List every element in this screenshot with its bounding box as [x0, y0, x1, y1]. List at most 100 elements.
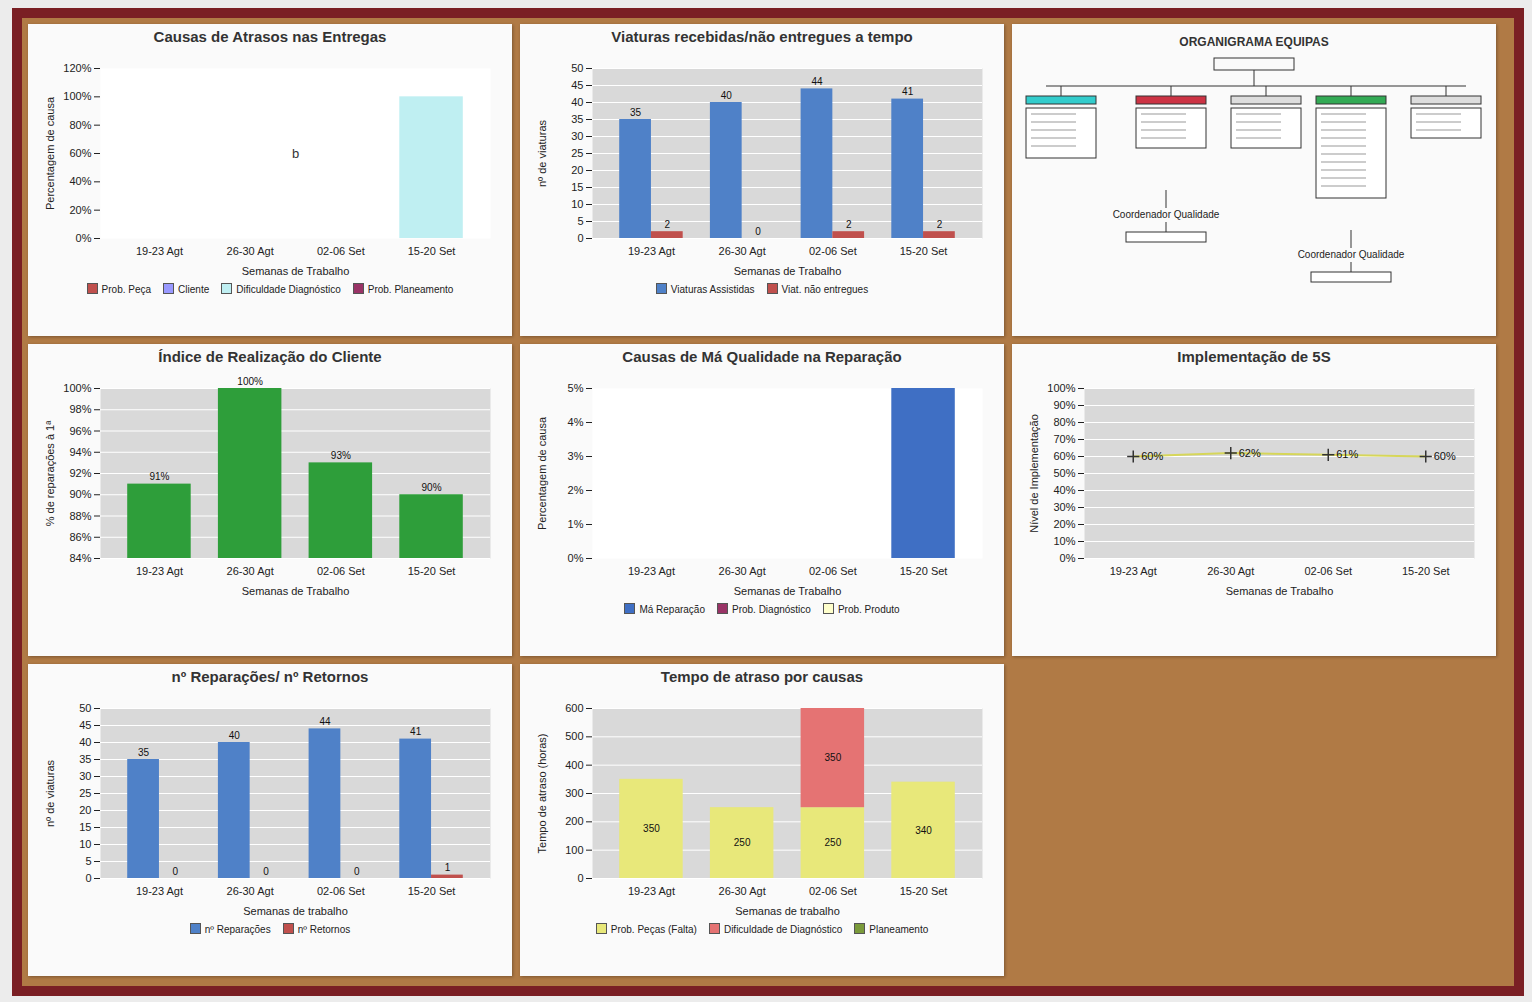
svg-text:5: 5 [85, 855, 91, 867]
svg-text:26-30 Agt: 26-30 Agt [227, 565, 274, 577]
svg-text:1%: 1% [568, 518, 584, 530]
svg-text:84%: 84% [69, 552, 91, 564]
svg-text:26-30 Agt: 26-30 Agt [1207, 565, 1254, 577]
svg-text:60%: 60% [1053, 450, 1075, 462]
svg-text:0: 0 [263, 866, 269, 877]
svg-text:50: 50 [571, 62, 583, 74]
svg-text:Semanas de Trabalho: Semanas de Trabalho [1226, 585, 1334, 597]
svg-text:60%: 60% [1141, 450, 1163, 462]
svg-text:15-20 Set: 15-20 Set [900, 245, 948, 257]
svg-text:35: 35 [79, 753, 91, 765]
svg-text:88%: 88% [69, 510, 91, 522]
svg-text:19-23 Agt: 19-23 Agt [628, 885, 675, 897]
svg-text:15-20 Set: 15-20 Set [1402, 565, 1450, 577]
svg-text:40%: 40% [1053, 484, 1075, 496]
svg-text:600: 600 [565, 702, 583, 714]
svg-text:2: 2 [937, 219, 943, 230]
svg-text:44: 44 [811, 76, 823, 87]
svg-text:0%: 0% [568, 552, 584, 564]
svg-text:15: 15 [571, 181, 583, 193]
svg-text:Semanas de Trabalho: Semanas de Trabalho [242, 585, 350, 597]
svg-text:35: 35 [138, 747, 150, 758]
svg-text:0%: 0% [1060, 552, 1076, 564]
svg-text:0: 0 [85, 872, 91, 884]
svg-text:350: 350 [825, 752, 842, 763]
svg-text:19-23 Agt: 19-23 Agt [136, 245, 183, 257]
svg-text:15-20 Set: 15-20 Set [900, 565, 948, 577]
svg-text:19-23 Agt: 19-23 Agt [628, 565, 675, 577]
svg-text:02-06 Set: 02-06 Set [317, 565, 365, 577]
svg-text:340: 340 [915, 825, 932, 836]
svg-text:25: 25 [79, 787, 91, 799]
svg-text:80%: 80% [1053, 416, 1075, 428]
svg-text:ORGANIGRAMA EQUIPAS: ORGANIGRAMA EQUIPAS [1179, 35, 1328, 49]
svg-text:nº de viaturas: nº de viaturas [44, 760, 56, 827]
svg-text:60%: 60% [69, 147, 91, 159]
svg-text:19-23 Agt: 19-23 Agt [628, 245, 675, 257]
svg-text:Tempo de atraso (horas): Tempo de atraso (horas) [536, 734, 548, 854]
svg-text:% de reparações à 1ª: % de reparações à 1ª [44, 420, 56, 527]
svg-text:15-20 Set: 15-20 Set [900, 885, 948, 897]
svg-text:0: 0 [354, 866, 360, 877]
svg-text:15-20 Set: 15-20 Set [408, 245, 456, 257]
svg-text:26-30 Agt: 26-30 Agt [719, 245, 766, 257]
svg-text:40%: 40% [69, 175, 91, 187]
svg-text:26-30 Agt: 26-30 Agt [719, 885, 766, 897]
svg-text:15-20 Set: 15-20 Set [408, 565, 456, 577]
svg-text:3%: 3% [568, 450, 584, 462]
svg-text:Coordenador Qualidade: Coordenador Qualidade [1298, 249, 1405, 260]
svg-text:70%: 70% [1053, 433, 1075, 445]
svg-text:15: 15 [79, 821, 91, 833]
svg-text:400: 400 [565, 759, 583, 771]
svg-text:40: 40 [79, 736, 91, 748]
svg-text:30: 30 [571, 130, 583, 142]
svg-text:40: 40 [229, 730, 241, 741]
svg-text:2: 2 [846, 219, 852, 230]
svg-text:26-30 Agt: 26-30 Agt [227, 245, 274, 257]
svg-text:Semanas de trabalho: Semanas de trabalho [735, 905, 840, 917]
svg-text:100%: 100% [63, 90, 91, 102]
svg-text:19-23 Agt: 19-23 Agt [136, 565, 183, 577]
svg-text:Semanas de trabalho: Semanas de trabalho [243, 905, 348, 917]
svg-text:Semanas de Trabalho: Semanas de Trabalho [734, 265, 842, 277]
svg-text:02-06 Set: 02-06 Set [1304, 565, 1352, 577]
svg-text:30%: 30% [1053, 501, 1075, 513]
svg-text:98%: 98% [69, 403, 91, 415]
svg-text:Nível de Implementação: Nível de Implementação [1028, 414, 1040, 533]
svg-text:20: 20 [571, 164, 583, 176]
svg-text:10%: 10% [1053, 535, 1075, 547]
svg-text:86%: 86% [69, 531, 91, 543]
svg-text:26-30 Agt: 26-30 Agt [719, 565, 766, 577]
svg-text:90%: 90% [1053, 399, 1075, 411]
svg-text:40: 40 [571, 96, 583, 108]
svg-text:80%: 80% [69, 119, 91, 131]
svg-text:90%: 90% [69, 488, 91, 500]
svg-text:02-06 Set: 02-06 Set [809, 885, 857, 897]
svg-text:5: 5 [577, 215, 583, 227]
svg-text:20%: 20% [1053, 518, 1075, 530]
svg-text:100%: 100% [237, 376, 263, 387]
svg-text:500: 500 [565, 730, 583, 742]
svg-text:nº de viaturas: nº de viaturas [536, 120, 548, 187]
svg-text:10: 10 [79, 838, 91, 850]
svg-text:35: 35 [630, 107, 642, 118]
svg-text:4%: 4% [568, 416, 584, 428]
svg-text:35: 35 [571, 113, 583, 125]
svg-text:0: 0 [577, 872, 583, 884]
svg-text:93%: 93% [331, 450, 351, 461]
svg-text:02-06 Set: 02-06 Set [317, 885, 365, 897]
svg-text:26-30 Agt: 26-30 Agt [227, 885, 274, 897]
svg-text:02-06 Set: 02-06 Set [809, 565, 857, 577]
svg-text:Semanas de Trabalho: Semanas de Trabalho [734, 585, 842, 597]
svg-text:20: 20 [79, 804, 91, 816]
svg-text:02-06 Set: 02-06 Set [317, 245, 365, 257]
svg-text:0: 0 [173, 866, 179, 877]
svg-text:62%: 62% [1239, 447, 1261, 459]
svg-text:Percentagem de causa: Percentagem de causa [44, 96, 56, 210]
svg-text:350: 350 [643, 823, 660, 834]
svg-text:2: 2 [665, 219, 671, 230]
svg-text:250: 250 [734, 837, 751, 848]
svg-text:15-20 Set: 15-20 Set [408, 885, 456, 897]
svg-text:25: 25 [571, 147, 583, 159]
svg-text:44: 44 [319, 716, 331, 727]
